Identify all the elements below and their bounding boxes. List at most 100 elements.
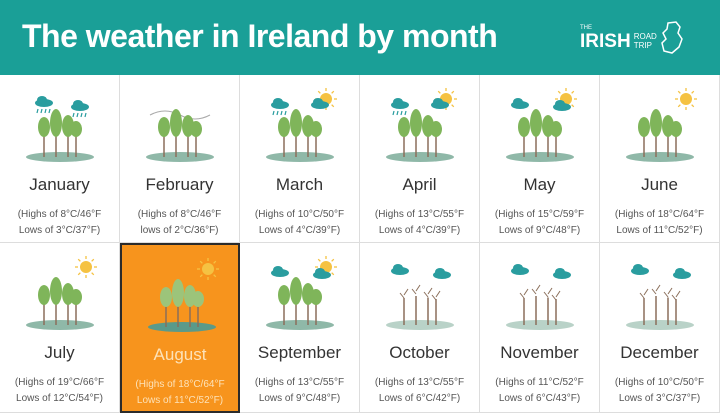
month-temperatures: (Highs of 18°C/64°F Lows of 11°C/52°F) [600,207,719,239]
cloud-icon [391,98,409,109]
month-name: December [620,343,699,362]
month-cell-september: September (Highs of 13°C/55°F Lows of 9°C… [240,243,360,413]
highs: (Highs of 18°C/64°F [614,209,705,220]
header: The weather in Ireland by month THE IRIS… [0,0,720,75]
month-temperatures: (Highs of 13°C/55°F Lows of 6°C/42°F) [360,375,479,407]
cloud-icon [271,98,289,109]
lows: Lows of 9°C/48°F) [258,393,341,404]
ireland-map-icon [660,21,683,54]
month-name: November [500,343,579,362]
highs: (Highs of 8°C/46°F [137,209,222,220]
cloud-icon [433,268,451,279]
highs: (Highs of 18°C/64°F [135,379,225,390]
ground [26,152,94,162]
ground [626,152,694,162]
weather-illustration [266,88,337,162]
cloud-icon [673,268,691,279]
ground [146,152,214,162]
page-title: The weather in Ireland by month [22,18,498,54]
weather-illustration [148,258,219,332]
weather-illustration [626,88,697,162]
trees-icon [26,109,94,162]
ground [26,320,94,330]
logo-irish: IRISH [580,30,631,52]
month-name: May [523,175,556,194]
lows: Lows of 4°C/39°F) [378,225,461,236]
sun-icon [75,256,97,278]
highs: (Highs of 13°C/55°F [374,377,465,388]
trees-icon [386,109,454,162]
lows: Lows of 11°C/52°F) [616,225,703,236]
month-name: July [44,343,75,362]
month-temperatures: (Highs of 19°C/66°F Lows of 12°C/54°F) [0,375,119,407]
ground [506,152,574,162]
bare-trees-icon [506,284,574,330]
weather-illustration [26,256,97,330]
cloud-icon [391,264,409,275]
month-temperatures: (Highs of 10°C/50°F Lows of 4°C/39°F) [240,207,359,239]
cloud-icon [271,266,289,277]
month-cell-march: March (Highs of 10°C/50°F Lows of 4°C/39°… [240,75,360,243]
lows: Lows of 4°C/39°F) [258,225,341,236]
lows: lows of 2°C/36°F) [140,225,219,236]
lows: Lows of 3°C/37°F) [18,225,101,236]
weather-illustration [146,109,214,162]
month-cell-june: June (Highs of 18°C/64°F Lows of 11°C/52°… [600,75,720,243]
weather-illustration [386,88,457,162]
ground [266,320,334,330]
rain-icon [272,110,287,116]
highs: (Highs of 8°C/46°F [17,209,102,220]
trees-icon [266,277,334,330]
lows: Lows of 6°C/43°F) [498,393,581,404]
irish-road-trip-logo: THE IRISH ROAD TRIP [580,18,684,58]
cloud-icon [553,268,571,279]
month-cell-january: January (Highs of 8°C/46°F Lows of 3°C/37… [0,75,120,243]
cloud-icon [553,100,571,111]
lows: Lows of 3°C/37°F) [618,393,701,404]
cloud-icon [511,264,529,275]
month-cell-december: December (Highs of 10°C/50°F Lows of 3°C/… [600,243,720,413]
ground [148,322,216,332]
cloud-icon [313,268,331,279]
lows: Lows of 6°C/42°F) [378,393,461,404]
cloud-icon [431,98,449,109]
weather-illustration [386,264,454,330]
month-cell-february: February (Highs of 8°C/46°F lows of 2°C/3… [120,75,240,243]
months-grid: January (Highs of 8°C/46°F Lows of 3°C/37… [0,75,720,413]
sun-icon [197,258,219,280]
logo-the: THE [580,24,592,31]
lows: Lows of 11°C/52°F) [136,395,224,406]
month-cell-july: July (Highs of 19°C/66°F Lows of 12°C/54°… [0,243,120,413]
month-cell-august: August (Highs of 18°C/64°F Lows of 11°C/5… [120,243,240,413]
ground [506,320,574,330]
weather-illustration [506,88,577,162]
highs: (Highs of 10°C/50°F [614,377,705,388]
month-cell-may: May (Highs of 15°C/59°F Lows of 9°C/48°F) [480,75,600,243]
trees-icon [26,277,94,330]
cloud-icon [35,96,53,107]
ground [386,152,454,162]
weather-illustration [26,96,94,162]
rain-icon [72,112,87,118]
month-name: April [402,175,437,194]
highs: (Highs of 10°C/50°F [254,209,345,220]
bare-trees-icon [386,284,454,330]
month-name: March [275,175,324,194]
month-name: September [257,343,342,362]
month-temperatures: (Highs of 11°C/52°F Lows of 6°C/43°F) [480,375,599,407]
trees-icon [506,109,574,162]
weather-illustration [506,264,574,330]
month-name: August [153,345,207,364]
month-temperatures: (Highs of 15°C/59°F Lows of 9°C/48°F) [480,207,599,239]
month-name: February [145,175,214,194]
ground [626,320,694,330]
rain-icon [36,108,51,114]
month-temperatures: (Highs of 10°C/50°F Lows of 3°C/37°F) [600,375,719,407]
month-cell-october: October (Highs of 13°C/55°F Lows of 6°C/4… [360,243,480,413]
month-cell-november: November (Highs of 11°C/52°F Lows of 6°C/… [480,243,600,413]
weather-illustration [266,256,337,330]
month-temperatures: (Highs of 18°C/64°F Lows of 11°C/52°F) [122,377,238,409]
cloud-icon [631,264,649,275]
month-name: June [641,175,678,194]
highs: (Highs of 15°C/59°F [494,209,585,220]
